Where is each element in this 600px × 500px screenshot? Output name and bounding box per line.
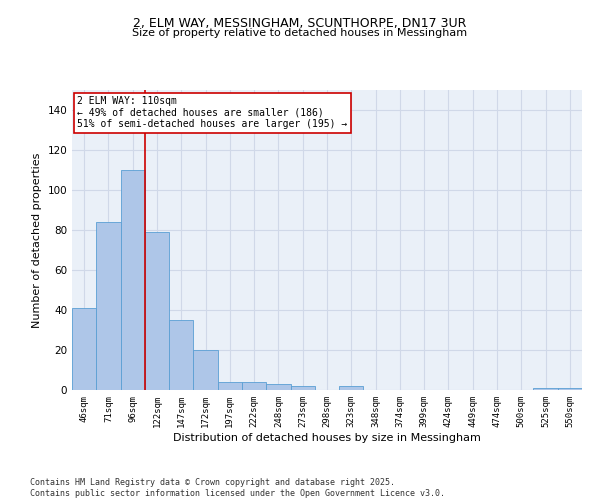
Y-axis label: Number of detached properties: Number of detached properties — [32, 152, 42, 328]
Bar — [339, 386, 364, 390]
Text: Size of property relative to detached houses in Messingham: Size of property relative to detached ho… — [133, 28, 467, 38]
Bar — [96, 222, 121, 390]
Bar — [72, 308, 96, 390]
Bar — [290, 386, 315, 390]
Bar — [193, 350, 218, 390]
Bar — [242, 382, 266, 390]
Bar — [218, 382, 242, 390]
Bar — [145, 232, 169, 390]
Bar — [169, 320, 193, 390]
Bar — [266, 384, 290, 390]
X-axis label: Distribution of detached houses by size in Messingham: Distribution of detached houses by size … — [173, 432, 481, 442]
Text: 2 ELM WAY: 110sqm
← 49% of detached houses are smaller (186)
51% of semi-detache: 2 ELM WAY: 110sqm ← 49% of detached hous… — [77, 96, 347, 129]
Text: Contains HM Land Registry data © Crown copyright and database right 2025.
Contai: Contains HM Land Registry data © Crown c… — [30, 478, 445, 498]
Bar — [558, 388, 582, 390]
Bar — [121, 170, 145, 390]
Text: 2, ELM WAY, MESSINGHAM, SCUNTHORPE, DN17 3UR: 2, ELM WAY, MESSINGHAM, SCUNTHORPE, DN17… — [133, 18, 467, 30]
Bar — [533, 388, 558, 390]
